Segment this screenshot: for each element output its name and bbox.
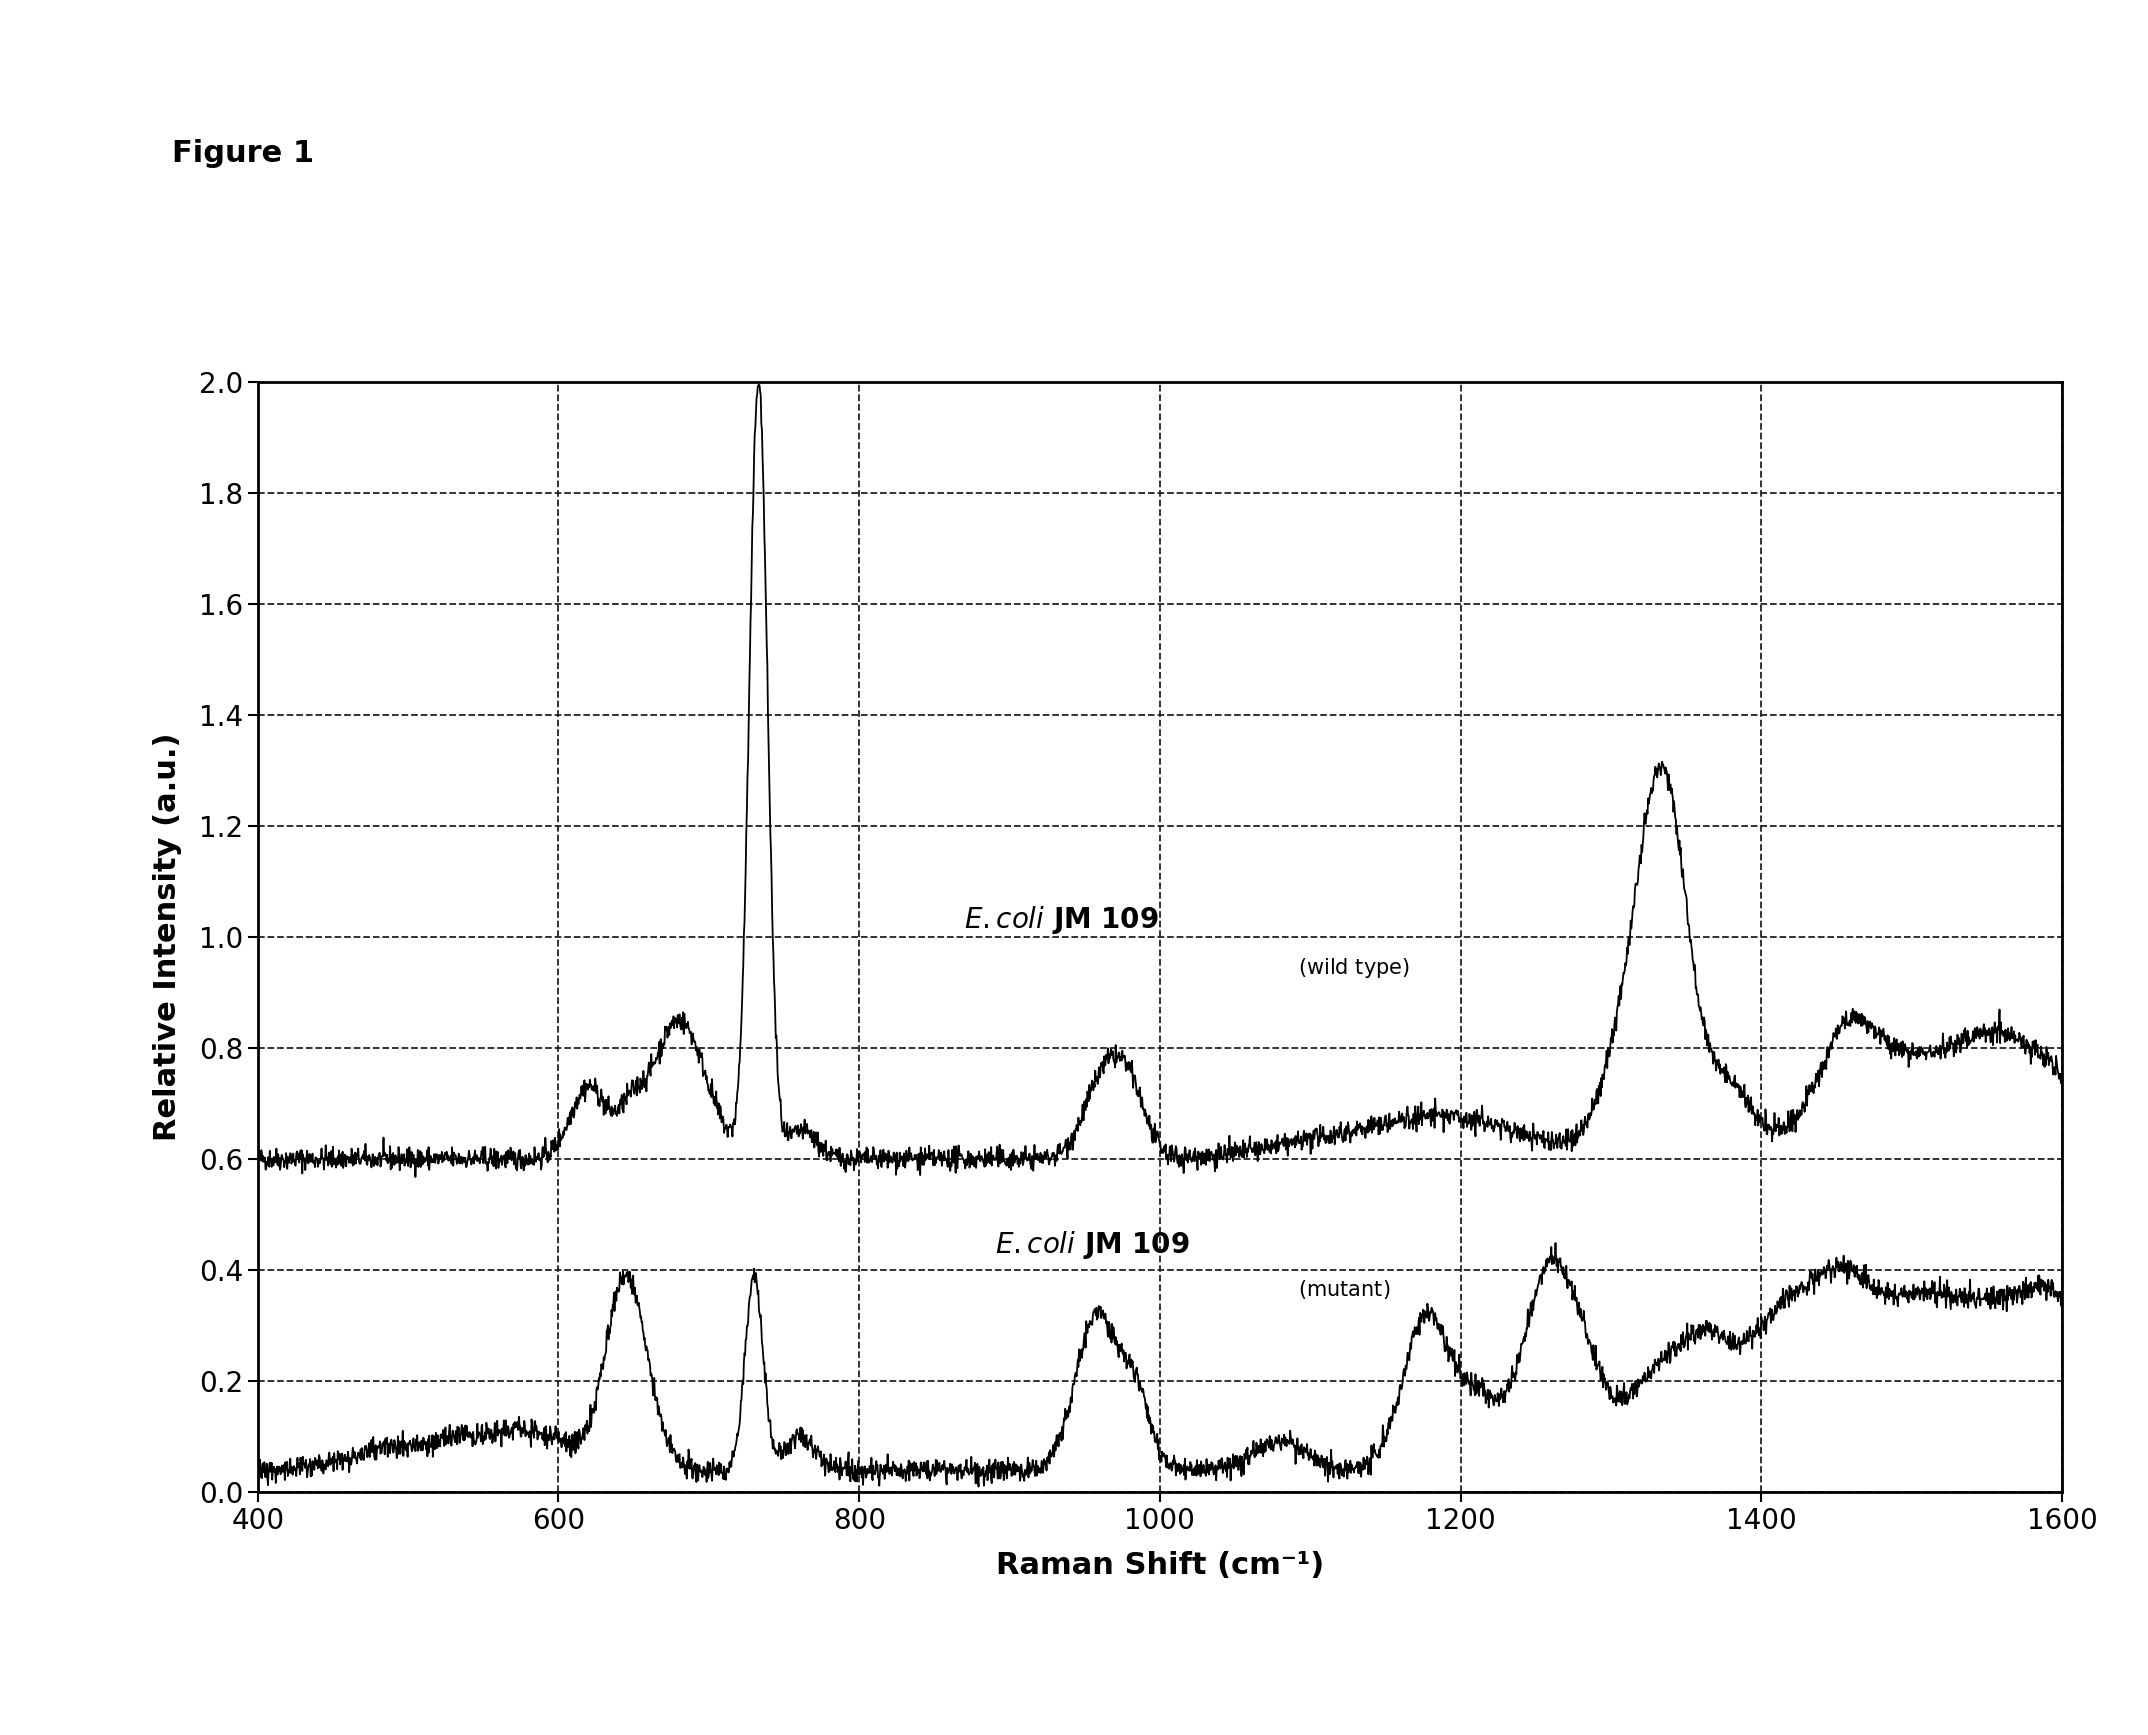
Text: $\it{E.coli}$ JM 109: $\it{E.coli}$ JM 109 — [964, 904, 1160, 937]
Text: Figure 1: Figure 1 — [172, 139, 314, 168]
Y-axis label: Relative Intensity (a.u.): Relative Intensity (a.u.) — [153, 732, 183, 1142]
X-axis label: Raman Shift (cm⁻¹): Raman Shift (cm⁻¹) — [997, 1551, 1323, 1581]
Text: $\mathregular{(mutant)}$: $\mathregular{(mutant)}$ — [1297, 1279, 1390, 1301]
Text: $\mathregular{(wild\ type)}$: $\mathregular{(wild\ type)}$ — [1297, 956, 1409, 980]
Text: $\it{E.coli}$ JM 109: $\it{E.coli}$ JM 109 — [995, 1228, 1190, 1261]
